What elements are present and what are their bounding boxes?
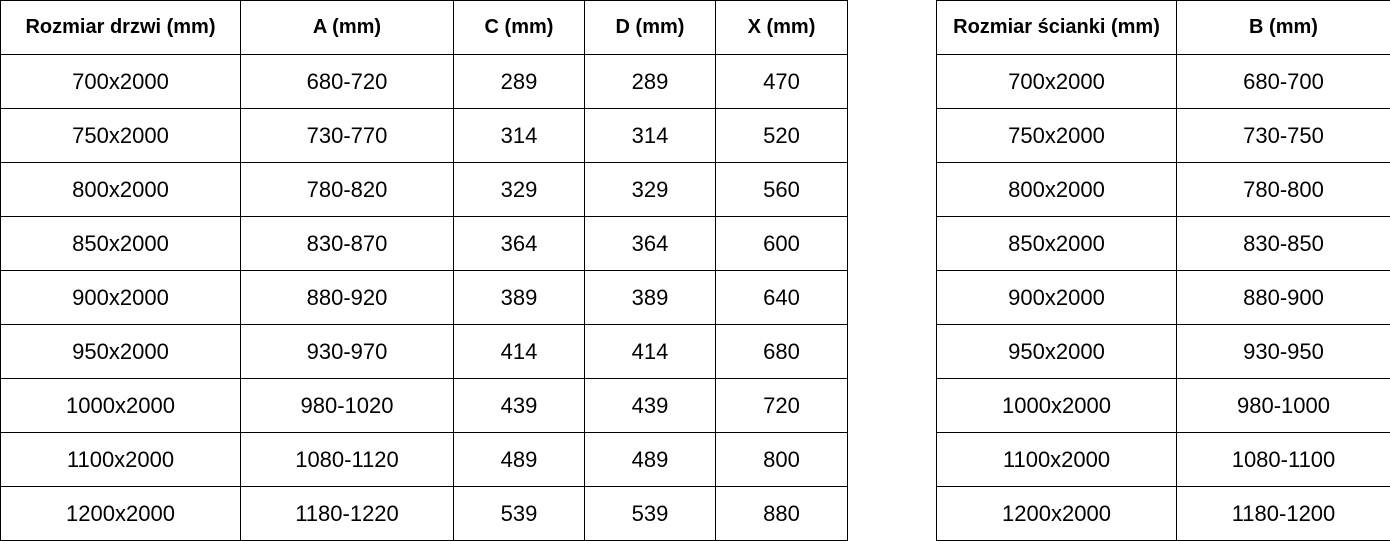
- table-cell: 700x2000: [0, 54, 241, 109]
- table-cell: 389: [584, 270, 716, 325]
- table-row: 800x2000 780-820 329 329 560: [0, 162, 848, 217]
- table-cell: 780-800: [1176, 162, 1390, 217]
- column-header: A (mm): [240, 0, 454, 55]
- table-cell: 980-1020: [240, 378, 454, 433]
- table-cell: 750x2000: [936, 108, 1177, 163]
- table-cell: 700x2000: [936, 54, 1177, 109]
- table-cell: 1100x2000: [936, 432, 1177, 487]
- table-cell: 930-950: [1176, 324, 1390, 379]
- table-cell: 600: [715, 216, 848, 271]
- table-cell: 900x2000: [936, 270, 1177, 325]
- table-cell: 730-750: [1176, 108, 1390, 163]
- table-cell: 1200x2000: [0, 486, 241, 541]
- table-cell: 680-720: [240, 54, 454, 109]
- table-cell: 730-770: [240, 108, 454, 163]
- table-cell: 930-970: [240, 324, 454, 379]
- table-row: 1100x2000 1080-1120 489 489 800: [0, 432, 848, 487]
- table-cell: 289: [584, 54, 716, 109]
- table-cell: 1180-1220: [240, 486, 454, 541]
- table-cell: 489: [453, 432, 585, 487]
- table-row: 800x2000 780-800: [936, 162, 1390, 217]
- table-cell: 520: [715, 108, 848, 163]
- table-row: 950x2000 930-970 414 414 680: [0, 324, 848, 379]
- table-row: 1000x2000 980-1000: [936, 378, 1390, 433]
- table-row: 700x2000 680-720 289 289 470: [0, 54, 848, 109]
- table-row: 850x2000 830-870 364 364 600: [0, 216, 848, 271]
- table-cell: 720: [715, 378, 848, 433]
- table-row: 750x2000 730-750: [936, 108, 1390, 163]
- table-cell: 830-870: [240, 216, 454, 271]
- table-header-row: Rozmiar drzwi (mm) A (mm) C (mm) D (mm) X (m…: [0, 0, 848, 55]
- table-cell: 329: [584, 162, 716, 217]
- table-cell: 1080-1120: [240, 432, 454, 487]
- table-cell: 539: [584, 486, 716, 541]
- column-header: Rozmiar ścianki (mm): [936, 0, 1177, 55]
- table-cell: 1000x2000: [936, 378, 1177, 433]
- table-cell: 364: [584, 216, 716, 271]
- table-row: 1200x2000 1180-1220 539 539 880: [0, 486, 848, 541]
- table-row: 850x2000 830-850: [936, 216, 1390, 271]
- table-row: 950x2000 930-950: [936, 324, 1390, 379]
- table-cell: 980-1000: [1176, 378, 1390, 433]
- table-cell: 1100x2000: [0, 432, 241, 487]
- table-cell: 800: [715, 432, 848, 487]
- column-header: D (mm): [584, 0, 716, 55]
- table-cell: 439: [453, 378, 585, 433]
- table-cell: 850x2000: [936, 216, 1177, 271]
- table-cell: 800x2000: [0, 162, 241, 217]
- column-header: X (mm): [715, 0, 848, 55]
- table-cell: 880-920: [240, 270, 454, 325]
- column-header: Rozmiar drzwi (mm): [0, 0, 241, 55]
- table-cell: 950x2000: [0, 324, 241, 379]
- column-header: B (mm): [1176, 0, 1390, 55]
- table-cell: 680-700: [1176, 54, 1390, 109]
- table-cell: 750x2000: [0, 108, 241, 163]
- table-cell: 830-850: [1176, 216, 1390, 271]
- door-sizes-table: Rozmiar drzwi (mm) A (mm) C (mm) D (mm) X (m…: [0, 0, 848, 541]
- table-cell: 539: [453, 486, 585, 541]
- table-cell: 900x2000: [0, 270, 241, 325]
- table-cell: 389: [453, 270, 585, 325]
- wall-sizes-table: Rozmiar ścianki (mm) B (mm) 700x2000 680-7…: [936, 0, 1390, 541]
- table-row: 900x2000 880-920 389 389 640: [0, 270, 848, 325]
- table-cell: 880: [715, 486, 848, 541]
- table-row: 750x2000 730-770 314 314 520: [0, 108, 848, 163]
- table-row: 1100x2000 1080-1100: [936, 432, 1390, 487]
- table-header-row: Rozmiar ścianki (mm) B (mm): [936, 0, 1390, 55]
- table-cell: 314: [584, 108, 716, 163]
- table-cell: 640: [715, 270, 848, 325]
- table-cell: 1180-1200: [1176, 486, 1390, 541]
- table-cell: 780-820: [240, 162, 454, 217]
- table-cell: 560: [715, 162, 848, 217]
- table-cell: 850x2000: [0, 216, 241, 271]
- table-cell: 489: [584, 432, 716, 487]
- table-cell: 414: [584, 324, 716, 379]
- table-row: 1000x2000 980-1020 439 439 720: [0, 378, 848, 433]
- column-header: C (mm): [453, 0, 585, 55]
- table-cell: 414: [453, 324, 585, 379]
- table-row: 700x2000 680-700: [936, 54, 1390, 109]
- table-cell: 680: [715, 324, 848, 379]
- table-cell: 800x2000: [936, 162, 1177, 217]
- table-cell: 439: [584, 378, 716, 433]
- table-row: 900x2000 880-900: [936, 270, 1390, 325]
- table-cell: 314: [453, 108, 585, 163]
- table-cell: 364: [453, 216, 585, 271]
- table-cell: 950x2000: [936, 324, 1177, 379]
- table-cell: 1200x2000: [936, 486, 1177, 541]
- table-cell: 470: [715, 54, 848, 109]
- table-cell: 329: [453, 162, 585, 217]
- table-cell: 289: [453, 54, 585, 109]
- table-row: 1200x2000 1180-1200: [936, 486, 1390, 541]
- table-cell: 1000x2000: [0, 378, 241, 433]
- table-cell: 880-900: [1176, 270, 1390, 325]
- table-cell: 1080-1100: [1176, 432, 1390, 487]
